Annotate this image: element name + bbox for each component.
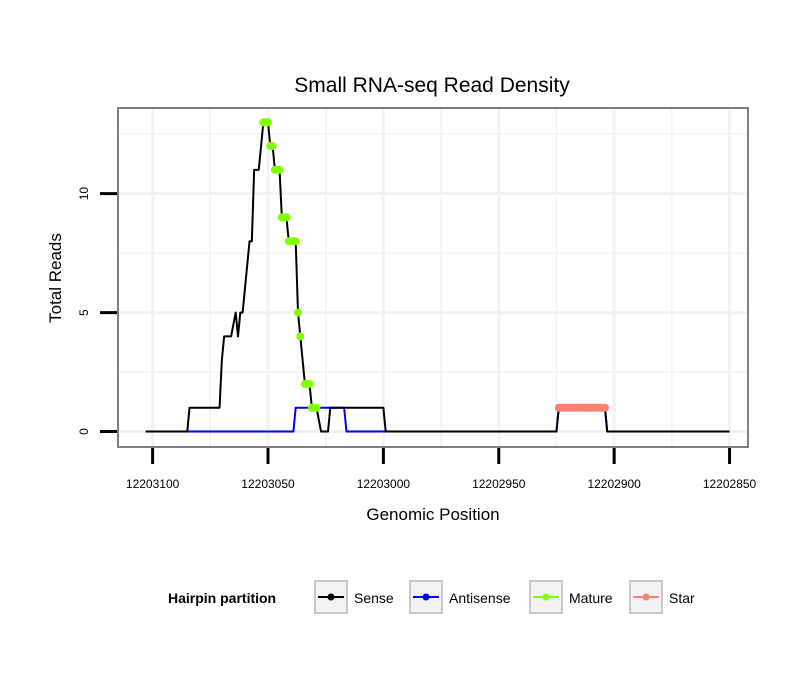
grid-lines <box>118 108 748 447</box>
legend-marker-sense <box>327 593 335 601</box>
chart-title: Small RNA-seq Read Density <box>294 74 570 97</box>
plot-panel <box>117 107 749 448</box>
mature-point <box>275 165 284 174</box>
mature-point <box>294 308 302 317</box>
legend-label-antisense: Antisense <box>449 590 511 606</box>
mature-point <box>282 213 291 222</box>
mature-point <box>268 142 277 151</box>
mature-point <box>264 118 272 127</box>
legend-title: Hairpin partition <box>168 590 276 606</box>
legend-marker-mature <box>542 593 550 601</box>
sense-series-line <box>145 121 730 433</box>
legend-entries: Sense Antisense Mature Star <box>314 580 695 614</box>
legend: Hairpin partition Sense Antisense Mature St… <box>168 580 695 614</box>
y-tick-label: 10 <box>77 187 91 201</box>
series-layer <box>145 118 730 433</box>
mature-point <box>291 237 300 246</box>
x-tick-label: 12203000 <box>357 477 411 491</box>
legend-marker-star <box>642 593 650 601</box>
x-axis: 12203100 12203050 12203000 12202950 12202900… <box>126 448 757 491</box>
y-tick-label: 0 <box>77 428 91 435</box>
x-tick-label: 12202900 <box>587 477 641 491</box>
mature-point <box>296 332 305 341</box>
y-tick-label: 5 <box>77 309 91 316</box>
y-axis-title: Total Reads <box>46 233 65 323</box>
antisense-series-line <box>145 406 730 433</box>
legend-label-star: Star <box>669 590 695 606</box>
mature-point <box>305 379 314 388</box>
mature-point <box>312 403 321 412</box>
x-tick-label: 12202950 <box>472 477 526 491</box>
legend-label-sense: Sense <box>354 590 394 606</box>
x-tick-label: 12203050 <box>241 477 295 491</box>
legend-marker-antisense <box>422 593 430 601</box>
y-axis: 0 5 10 <box>77 187 117 435</box>
legend-label-mature: Mature <box>569 590 613 606</box>
star-point <box>600 403 609 412</box>
panel-border <box>117 107 749 448</box>
x-tick-label: 12203100 <box>126 477 180 491</box>
x-tick-label: 12202850 <box>703 477 757 491</box>
x-axis-title: Genomic Position <box>366 505 499 524</box>
